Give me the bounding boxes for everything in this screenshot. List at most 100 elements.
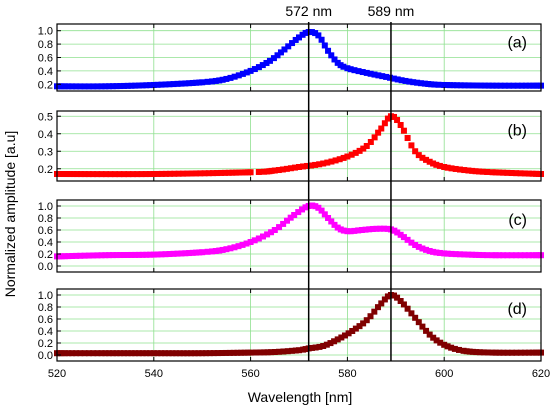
data-point: [374, 304, 381, 311]
data-point: [378, 125, 385, 132]
data-point: [102, 252, 109, 259]
data-point: [299, 31, 306, 38]
data-point: [404, 305, 411, 312]
data-point: [77, 252, 84, 259]
data-point: [132, 350, 139, 357]
data-point: [116, 171, 123, 178]
y-tick-label: 0.6: [38, 225, 53, 237]
data-point: [451, 345, 458, 352]
data-point: [430, 334, 437, 341]
x-tick-label: 540: [145, 368, 163, 380]
data-point: [348, 151, 355, 158]
y-tick-label: 0.4: [38, 129, 53, 141]
data-point: [522, 349, 529, 356]
data-point: [139, 251, 146, 258]
data-point: [381, 225, 388, 232]
data-point: [124, 350, 131, 357]
data-point: [90, 83, 97, 90]
data-point: [205, 170, 212, 177]
data-point: [323, 341, 330, 348]
data-point: [247, 169, 254, 176]
data-point: [448, 250, 455, 257]
data-point: [195, 350, 202, 357]
data-point: [70, 171, 77, 178]
data-point: [324, 159, 331, 166]
y-tick-label: 1.0: [38, 290, 53, 302]
data-point: [408, 310, 415, 317]
data-point: [327, 340, 334, 347]
y-tick-label: 0.0: [38, 261, 53, 273]
data-point: [331, 221, 338, 228]
data-point: [154, 350, 161, 357]
data-point: [477, 82, 484, 89]
data-point: [312, 203, 319, 210]
data-point: [497, 82, 504, 89]
data-point: [102, 171, 109, 178]
data-point: [271, 167, 278, 174]
data-point: [412, 314, 419, 321]
data-point: [447, 82, 454, 89]
data-point: [379, 73, 386, 80]
data-point: [404, 135, 411, 142]
data-point: [67, 171, 74, 178]
data-point: [147, 350, 154, 357]
data-point: [77, 171, 84, 178]
data-point: [529, 170, 536, 177]
data-point: [280, 220, 287, 227]
data-point: [484, 168, 491, 175]
data-point: [504, 169, 511, 176]
data-point: [381, 120, 388, 127]
data-point: [266, 57, 273, 64]
data-point: [423, 327, 430, 334]
data-point: [508, 252, 515, 259]
data-point: [146, 171, 153, 178]
data-point: [289, 40, 296, 47]
data-point: [268, 349, 275, 356]
data-point: [239, 70, 246, 77]
data-point: [485, 82, 492, 89]
data-point: [292, 36, 299, 43]
data-point: [174, 80, 181, 87]
data-point: [191, 350, 198, 357]
data-point: [277, 49, 284, 56]
data-point: [128, 251, 135, 258]
data-point: [170, 250, 177, 257]
data-point: [366, 226, 373, 233]
data-point: [212, 77, 219, 84]
data-point: [150, 81, 157, 88]
data-point: [304, 162, 311, 169]
data-point: [64, 171, 71, 178]
y-tick-label: 0.2: [38, 249, 53, 261]
data-point: [316, 343, 323, 350]
data-point: [312, 161, 319, 168]
data-point: [231, 73, 238, 80]
data-point: [121, 350, 128, 357]
data-point: [517, 252, 524, 259]
data-point: [444, 250, 451, 257]
data-point: [321, 211, 328, 218]
data-point: [500, 349, 507, 356]
data-point: [125, 171, 132, 178]
data-point: [381, 296, 388, 303]
data-point: [463, 348, 470, 355]
data-point: [235, 72, 242, 79]
data-point: [94, 83, 101, 90]
data-point: [58, 253, 65, 260]
data-point: [359, 69, 366, 76]
data-point: [504, 252, 511, 259]
data-point: [109, 350, 116, 357]
data-point: [188, 350, 195, 357]
data-point: [158, 170, 165, 177]
data-point: [391, 113, 398, 120]
data-point: [221, 169, 228, 176]
data-point: [496, 169, 503, 176]
data-point: [158, 350, 165, 357]
data-point: [238, 349, 245, 356]
data-point: [526, 82, 533, 89]
data-point: [419, 323, 426, 330]
data-point: [448, 165, 455, 172]
data-point: [176, 350, 183, 357]
reference-lines: 572 nm 589 nm: [285, 3, 414, 361]
data-point: [247, 67, 254, 74]
data-point: [362, 226, 369, 233]
